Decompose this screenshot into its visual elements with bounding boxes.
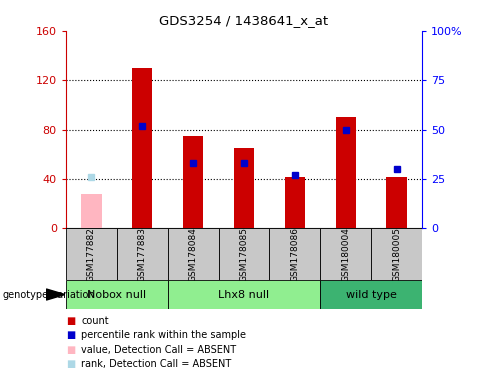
Text: GSM180005: GSM180005 bbox=[392, 227, 401, 282]
Bar bbox=[219, 228, 269, 280]
Polygon shape bbox=[46, 289, 65, 300]
Bar bbox=[234, 148, 254, 228]
Bar bbox=[66, 280, 168, 309]
Bar bbox=[386, 177, 407, 228]
Text: GSM178084: GSM178084 bbox=[188, 227, 198, 282]
Title: GDS3254 / 1438641_x_at: GDS3254 / 1438641_x_at bbox=[160, 14, 328, 27]
Text: ■: ■ bbox=[66, 330, 75, 340]
Bar bbox=[168, 280, 320, 309]
Bar bbox=[66, 228, 117, 280]
Bar bbox=[183, 136, 203, 228]
Bar bbox=[81, 194, 102, 228]
Text: Lhx8 null: Lhx8 null bbox=[219, 290, 269, 300]
Text: GSM178086: GSM178086 bbox=[290, 227, 300, 282]
Text: rank, Detection Call = ABSENT: rank, Detection Call = ABSENT bbox=[81, 359, 232, 369]
Text: ■: ■ bbox=[66, 359, 75, 369]
Text: value, Detection Call = ABSENT: value, Detection Call = ABSENT bbox=[81, 345, 237, 355]
Bar bbox=[269, 228, 320, 280]
Bar bbox=[285, 177, 305, 228]
Text: GSM180004: GSM180004 bbox=[341, 227, 350, 282]
Bar bbox=[132, 68, 152, 228]
Text: GSM177883: GSM177883 bbox=[138, 227, 147, 282]
Text: genotype/variation: genotype/variation bbox=[2, 290, 95, 300]
Text: GSM178085: GSM178085 bbox=[240, 227, 248, 282]
Text: count: count bbox=[81, 316, 109, 326]
Text: ■: ■ bbox=[66, 345, 75, 355]
Bar bbox=[168, 228, 219, 280]
Bar bbox=[336, 117, 356, 228]
Text: wild type: wild type bbox=[346, 290, 397, 300]
Bar bbox=[320, 228, 371, 280]
Bar bbox=[117, 228, 168, 280]
Text: Nobox null: Nobox null bbox=[87, 290, 146, 300]
Text: GSM177882: GSM177882 bbox=[87, 227, 96, 282]
Text: percentile rank within the sample: percentile rank within the sample bbox=[81, 330, 246, 340]
Bar bbox=[320, 280, 422, 309]
Text: ■: ■ bbox=[66, 316, 75, 326]
Bar bbox=[371, 228, 422, 280]
